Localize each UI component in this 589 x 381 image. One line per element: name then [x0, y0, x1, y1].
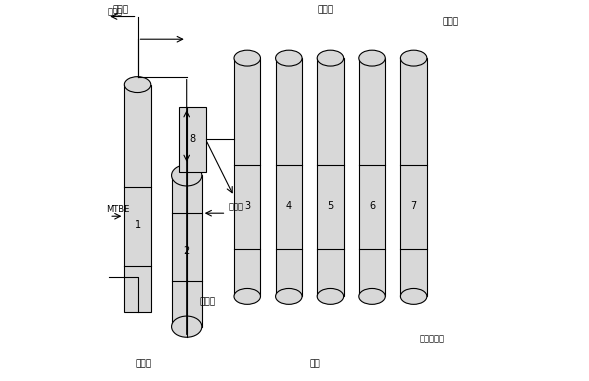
- Text: 5: 5: [327, 201, 333, 211]
- Text: 热载体: 热载体: [200, 297, 216, 306]
- Text: 轻组分: 轻组分: [317, 6, 333, 15]
- Text: 轻组分: 轻组分: [107, 8, 123, 17]
- Ellipse shape: [276, 50, 302, 66]
- Bar: [359, 58, 385, 296]
- Text: 6: 6: [369, 201, 375, 211]
- Ellipse shape: [171, 165, 202, 186]
- Text: 甲醇: 甲醇: [310, 359, 320, 368]
- Ellipse shape: [317, 50, 343, 66]
- Ellipse shape: [234, 288, 260, 304]
- Text: 2: 2: [184, 246, 190, 256]
- Ellipse shape: [401, 288, 427, 304]
- Text: 7: 7: [411, 201, 417, 211]
- Ellipse shape: [401, 50, 427, 66]
- Bar: [179, 107, 206, 171]
- Ellipse shape: [359, 288, 385, 304]
- Text: 热载体: 热载体: [229, 202, 243, 211]
- Text: 8: 8: [189, 134, 196, 144]
- Text: 轻组分: 轻组分: [113, 6, 129, 15]
- Bar: [401, 58, 427, 296]
- Ellipse shape: [124, 77, 151, 93]
- Bar: [171, 175, 202, 327]
- Bar: [234, 58, 260, 296]
- Bar: [317, 58, 343, 296]
- Text: 3: 3: [244, 201, 250, 211]
- Ellipse shape: [359, 50, 385, 66]
- Ellipse shape: [276, 288, 302, 304]
- Text: 重组分: 重组分: [135, 359, 152, 368]
- Ellipse shape: [171, 316, 202, 337]
- Ellipse shape: [234, 50, 260, 66]
- Text: 高纯异丁烯: 高纯异丁烯: [419, 335, 444, 344]
- Bar: [124, 85, 151, 312]
- Bar: [276, 58, 302, 296]
- Text: 1: 1: [134, 220, 141, 230]
- Ellipse shape: [317, 288, 343, 304]
- Text: 轻组分: 轻组分: [442, 17, 458, 26]
- Text: MTBE: MTBE: [106, 205, 130, 215]
- Text: 4: 4: [286, 201, 292, 211]
